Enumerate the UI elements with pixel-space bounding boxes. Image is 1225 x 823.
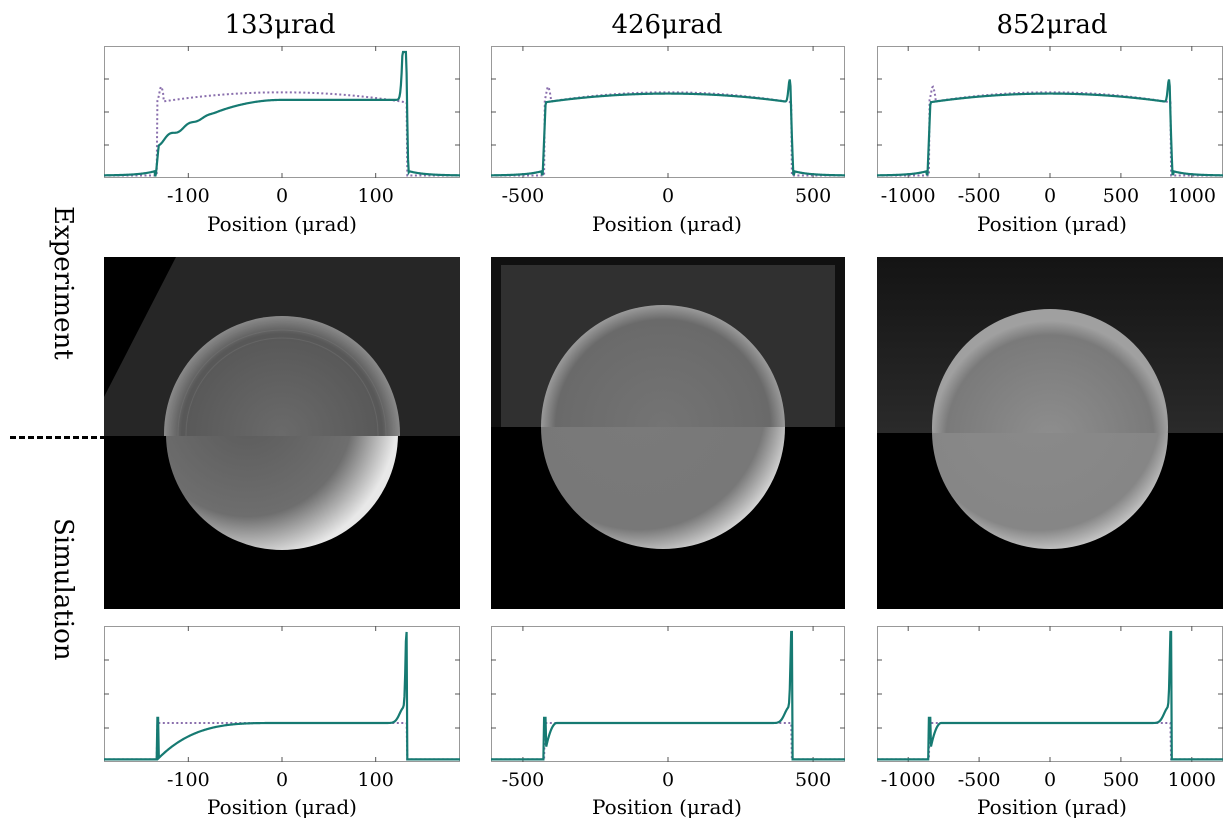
- series-measured-line: [876, 79, 1224, 177]
- x-tick-label: -1000: [881, 769, 936, 791]
- x-tick-label: 0: [662, 769, 674, 791]
- top-plot-3-svg: -1000 -500 0 500 1000: [876, 46, 1224, 207]
- column-title-2: 426μrad: [611, 10, 723, 40]
- x-tick-label: -100: [167, 185, 210, 207]
- x-tick-label: 0: [1044, 769, 1056, 791]
- image-panel-852-svg: [877, 257, 1223, 609]
- row-label-experiment: Experiment: [48, 206, 78, 360]
- x-tick-label: 500: [1103, 185, 1139, 207]
- series-measured-line: [104, 631, 460, 761]
- bottom-plot-3-svg: -1000 -500 0 500 1000: [877, 626, 1223, 791]
- x-tick-label: 100: [358, 769, 394, 791]
- series-measured-line: [103, 50, 461, 177]
- x-tick-label: 1000: [1168, 769, 1216, 791]
- x-tick-label: 0: [1044, 185, 1056, 207]
- x-tick-label: -500: [502, 769, 545, 791]
- series-reference-line: [104, 722, 460, 761]
- image-panel-133: [104, 257, 460, 609]
- top-plot-2-svg: -500 0 500: [490, 46, 846, 207]
- top-plot-3: -1000 -500 0 500 1000: [876, 46, 1224, 207]
- bottom-plot-2-svg: -500 0 500: [491, 626, 845, 791]
- image-panel-852: [877, 257, 1223, 609]
- bottom-plot-1-svg: -100 0 100: [104, 626, 460, 791]
- row-label-simulation: Simulation: [48, 518, 78, 661]
- top-plot-2: -500 0 500: [490, 46, 846, 207]
- x-tick-label: -500: [502, 185, 545, 207]
- x-tick-label: 500: [795, 185, 831, 207]
- image-panel-426-svg: [491, 257, 845, 609]
- x-tick-label: 0: [662, 185, 674, 207]
- image-panel-426: [491, 257, 845, 609]
- top-plot-1: -100 0 100: [103, 46, 461, 207]
- x-tick-label: 0: [276, 185, 288, 207]
- series-reference-line: [104, 85, 460, 177]
- split-dashed-line: [10, 436, 106, 439]
- x-tick-label: -500: [958, 769, 1001, 791]
- series-measured-line: [877, 630, 1223, 761]
- series-measured-line: [490, 79, 846, 177]
- bottom-xlabel-2: Position (μrad): [592, 795, 742, 819]
- x-tick-label: 1000: [1168, 185, 1216, 207]
- top-xlabel-1: Position (μrad): [207, 212, 357, 236]
- column-title-1: 133μrad: [224, 10, 336, 40]
- top-xlabel-2: Position (μrad): [592, 212, 742, 236]
- x-tick-label: 500: [1103, 769, 1139, 791]
- x-tick-label: -100: [167, 769, 210, 791]
- series-measured-line: [491, 630, 845, 761]
- bottom-plot-2: -500 0 500: [491, 626, 845, 791]
- top-xlabel-3: Position (μrad): [977, 212, 1127, 236]
- x-tick-label: 100: [358, 185, 394, 207]
- series-reference-line: [877, 85, 1223, 177]
- x-tick-label: 500: [795, 769, 831, 791]
- column-title-3: 852μrad: [996, 10, 1108, 40]
- bottom-plot-3: -1000 -500 0 500 1000: [877, 626, 1223, 791]
- bottom-plot-1: -100 0 100: [104, 626, 460, 791]
- image-panel-133-svg: [104, 257, 460, 609]
- bottom-xlabel-1: Position (μrad): [207, 795, 357, 819]
- top-plot-1-svg: -100 0 100: [103, 46, 461, 207]
- x-tick-label: -1000: [881, 185, 936, 207]
- x-tick-label: -500: [958, 185, 1001, 207]
- bottom-xlabel-3: Position (μrad): [977, 795, 1127, 819]
- x-tick-label: 0: [276, 769, 288, 791]
